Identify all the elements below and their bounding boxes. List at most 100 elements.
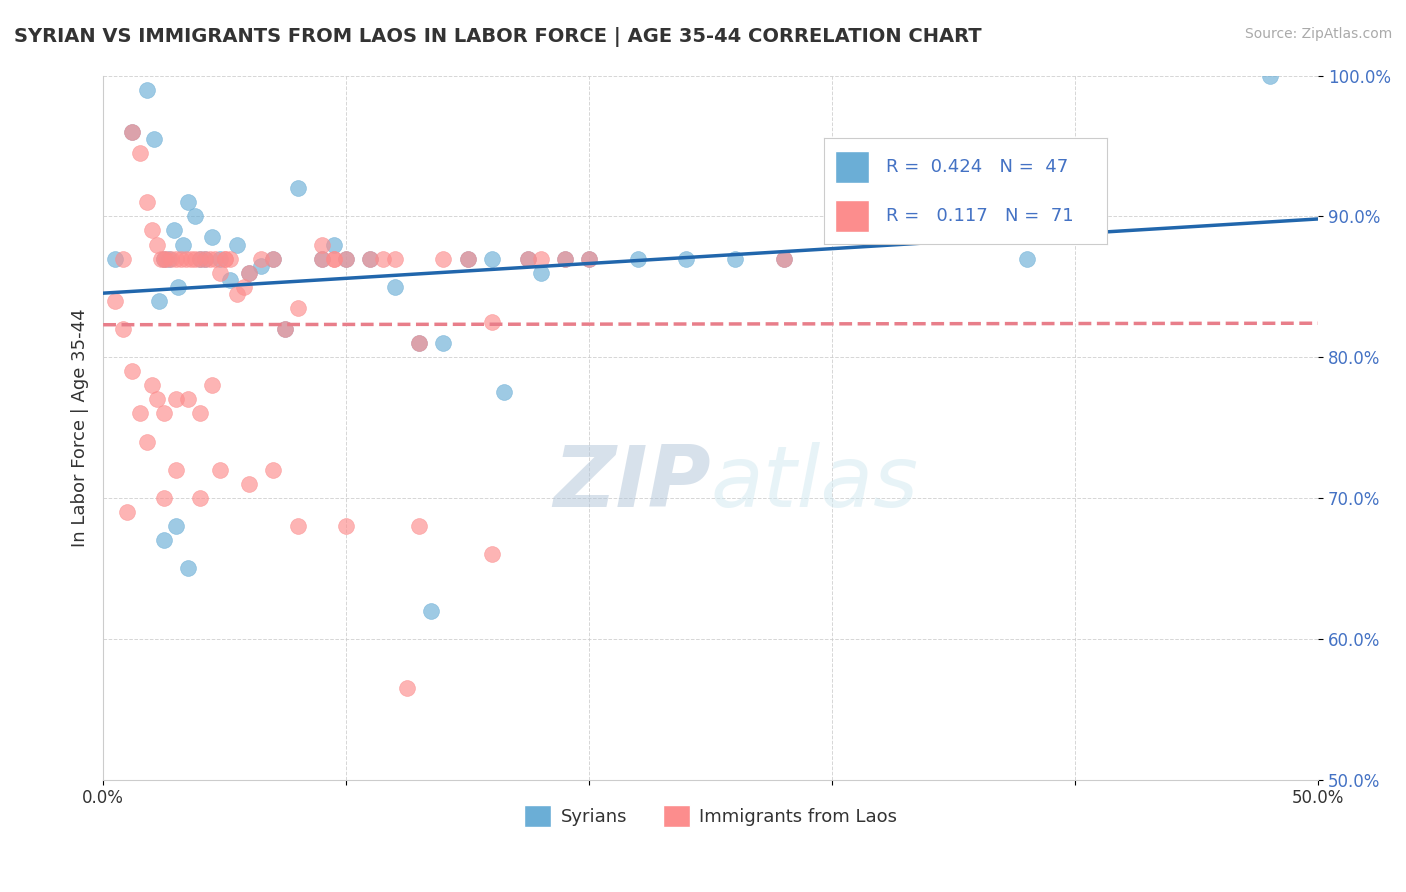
Point (188, 252, 211, 266)
Point (135, 195, 157, 210)
Point (104, 252, 127, 266)
Point (287, 519, 309, 533)
Point (145, 392, 167, 407)
Point (262, 252, 284, 266)
Point (457, 252, 479, 266)
Point (201, 230, 224, 244)
Point (554, 252, 576, 266)
Point (627, 252, 650, 266)
Point (529, 266, 551, 280)
Point (772, 252, 794, 266)
Point (141, 378, 163, 392)
Point (262, 463, 284, 477)
Point (238, 476, 260, 491)
Point (335, 252, 357, 266)
Point (157, 252, 180, 266)
Point (188, 491, 211, 505)
Point (153, 491, 176, 505)
Bar (835, 200, 869, 232)
Point (121, 125, 143, 139)
Point (675, 252, 697, 266)
Point (153, 533, 176, 548)
Point (165, 463, 187, 477)
Point (148, 293, 170, 308)
Bar (835, 151, 869, 183)
Point (128, 407, 150, 421)
Point (323, 237, 346, 252)
Point (554, 252, 576, 266)
Point (225, 286, 247, 301)
Point (128, 145, 150, 160)
Point (724, 252, 747, 266)
Point (184, 210, 207, 224)
Point (188, 407, 211, 421)
Point (201, 378, 224, 392)
Point (238, 266, 260, 280)
Point (772, 252, 794, 266)
Point (184, 252, 207, 266)
Text: atlas: atlas (710, 442, 918, 525)
Point (384, 252, 406, 266)
Point (153, 252, 176, 266)
Point (104, 293, 127, 308)
Point (517, 252, 540, 266)
Point (384, 279, 406, 293)
Point (135, 82, 157, 96)
Point (208, 463, 231, 477)
Point (155, 252, 177, 266)
Point (165, 392, 187, 407)
Point (481, 547, 503, 561)
Point (188, 252, 211, 266)
Point (262, 252, 284, 266)
Point (117, 505, 139, 519)
Point (194, 252, 217, 266)
Point (274, 322, 297, 336)
Point (517, 252, 540, 266)
Text: R =  0.424   N =  47: R = 0.424 N = 47 (886, 158, 1069, 176)
Point (359, 252, 381, 266)
Legend: Syrians, Immigrants from Laos: Syrians, Immigrants from Laos (517, 797, 904, 834)
Point (180, 252, 202, 266)
Point (167, 279, 190, 293)
Point (111, 322, 134, 336)
Point (208, 252, 231, 266)
Point (153, 252, 176, 266)
Point (214, 252, 236, 266)
Point (311, 237, 333, 252)
Point (145, 237, 167, 252)
Point (141, 223, 163, 237)
Point (335, 252, 357, 266)
Point (287, 301, 309, 315)
Point (172, 237, 194, 252)
Point (311, 252, 333, 266)
Point (170, 252, 193, 266)
Point (177, 392, 200, 407)
Point (121, 364, 143, 378)
Point (432, 252, 454, 266)
Point (578, 252, 600, 266)
Point (198, 252, 221, 266)
Point (408, 519, 430, 533)
Text: ZIP: ZIP (553, 442, 710, 525)
Point (214, 252, 236, 266)
Y-axis label: In Labor Force | Age 35-44: In Labor Force | Age 35-44 (72, 309, 89, 547)
Point (177, 195, 200, 210)
Point (165, 252, 187, 266)
Point (208, 266, 231, 280)
Point (153, 407, 176, 421)
Point (135, 434, 157, 449)
Point (204, 252, 226, 266)
Point (408, 336, 430, 351)
Point (287, 181, 309, 195)
Point (111, 252, 134, 266)
Point (420, 604, 443, 618)
Point (529, 252, 551, 266)
Point (143, 132, 166, 146)
Point (323, 252, 346, 266)
Point (274, 322, 297, 336)
Point (457, 252, 479, 266)
Point (121, 125, 143, 139)
Text: SYRIAN VS IMMIGRANTS FROM LAOS IN LABOR FORCE | AGE 35-44 CORRELATION CHART: SYRIAN VS IMMIGRANTS FROM LAOS IN LABOR … (14, 27, 981, 46)
Point (177, 561, 200, 575)
Point (481, 315, 503, 329)
